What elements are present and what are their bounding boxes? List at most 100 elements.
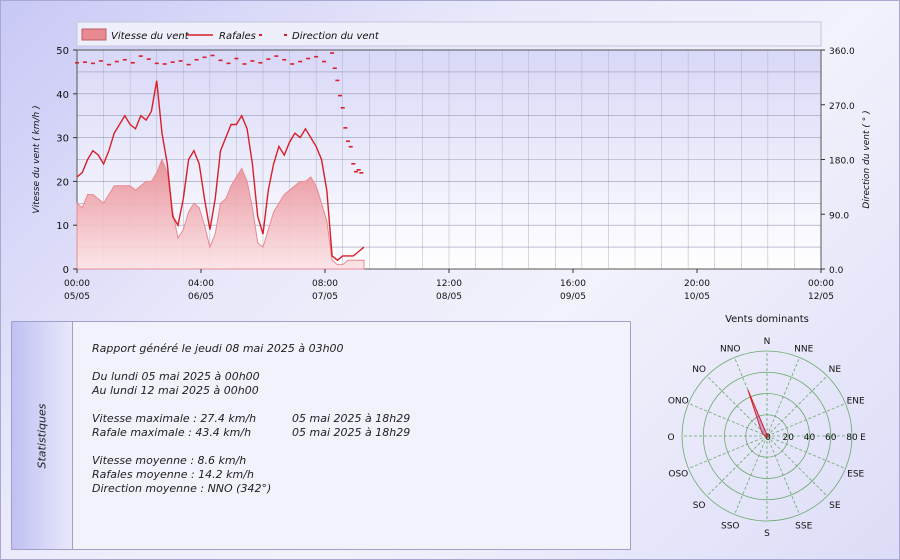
rose-center-label: 0: [765, 433, 771, 443]
max-gust-label: Rafale maximale : 43.4 km/h: [92, 426, 252, 439]
direction-point: [75, 61, 79, 64]
wind-rose-title: Vents dominants: [725, 314, 809, 325]
series-gust-line: [76, 80, 365, 262]
direction-point: [122, 58, 127, 61]
direction-point: [343, 127, 348, 129]
direction-point: [170, 61, 175, 63]
rose-spoke: [706, 375, 768, 437]
rose-value-polygon: [747, 389, 769, 438]
stats-panel: Statistiques Rapport généré le jeudi 08 …: [11, 321, 631, 550]
max-speed-row: Vitesse maximale : 27.4 km/h 05 mai 2025…: [92, 412, 410, 426]
rose-direction-label: SSE: [795, 522, 812, 532]
rose-spoke: [766, 403, 846, 437]
direction-point: [202, 56, 207, 59]
wind-rose-chart: Vents dominants 20 40 60 80 0 N NNE NE ENE E ESE SE S…: [667, 314, 866, 539]
rose-direction-label: ESE: [847, 470, 864, 480]
direction-point: [359, 172, 364, 174]
rose-spoke: [688, 403, 768, 437]
direction-point: [274, 55, 279, 57]
direction-point: [314, 55, 319, 58]
y2-tick-label: 270.0: [829, 102, 855, 112]
y2-tick-label: 360.0: [829, 47, 855, 57]
y-axis-title: Vitesse du vent ( km/h ): [32, 105, 42, 213]
direction-point: [332, 67, 337, 70]
rose-ring-label: 60: [825, 433, 837, 443]
rose-direction-label: E: [860, 433, 866, 443]
x-tick-time: 00:00: [808, 279, 834, 289]
direction-point: [186, 63, 191, 66]
rose-direction-label: ONO: [668, 396, 689, 406]
rose-spoke: [706, 435, 768, 497]
rose-spoke: [766, 375, 828, 437]
stats-sidebar: Statistiques: [12, 322, 73, 549]
y2-tick-label: 90.0: [829, 211, 849, 221]
direction-point: [306, 57, 311, 60]
rose-ring: [681, 350, 853, 522]
period-start: Du lundi 05 mai 2025 à 00h00: [92, 370, 260, 383]
legend-swatch-direction: [259, 34, 262, 36]
rose-ring: [702, 371, 832, 501]
rose-spoke: [766, 357, 800, 437]
direction-point: [322, 60, 327, 63]
x-tick-date: 07/05: [312, 292, 338, 302]
direction-point: [138, 55, 143, 57]
direction-point: [98, 60, 103, 62]
direction-point: [340, 106, 345, 109]
avg-gust: Rafales moyenne : 14.2 km/h: [92, 468, 254, 481]
rose-spoke: [766, 435, 800, 515]
rose-direction-label: ENE: [847, 396, 865, 406]
series-speed-area: [76, 158, 365, 270]
y-tick-label: 20: [56, 177, 69, 188]
direction-point: [242, 63, 247, 65]
rose-direction-label: SE: [829, 501, 841, 511]
stats-title: Statistiques: [35, 403, 49, 469]
y2-tick-label: 180.0: [829, 157, 855, 167]
direction-point: [210, 54, 215, 57]
direction-point: [348, 145, 353, 148]
y-tick-label: 10: [56, 221, 69, 232]
rose-direction-label: SO: [693, 501, 706, 511]
direction-point: [154, 62, 159, 65]
rose-direction-label: SSO: [721, 522, 740, 532]
direction-point: [351, 162, 356, 165]
x-tick-date: 09/05: [560, 292, 586, 302]
rose-spoke: [766, 435, 846, 469]
legend-label-direction: Direction du vent: [292, 31, 380, 42]
chart-legend: Vitesse du vent Rafales Direction du vent: [76, 21, 822, 47]
direction-point: [90, 62, 95, 65]
max-speed-date: 05 mai 2025 à 18h29: [292, 412, 411, 425]
direction-point: [146, 58, 151, 60]
direction-point: [266, 58, 271, 60]
direction-point: [330, 52, 335, 54]
max-speed-label: Vitesse maximale : 27.4 km/h: [92, 412, 257, 425]
wind-rose-grid: [681, 350, 853, 522]
rose-direction-label: OSO: [668, 470, 688, 480]
y2-tick-label: 0.0: [829, 266, 844, 276]
rose-direction-label: NNO: [720, 344, 741, 354]
rose-ring-label: 80: [846, 433, 858, 443]
direction-point: [338, 94, 343, 97]
direction-point: [130, 61, 135, 64]
rose-spoke: [734, 435, 768, 515]
y-tick-label: 0: [63, 265, 69, 276]
y-tick-label: 40: [56, 90, 69, 101]
direction-point: [258, 61, 263, 64]
direction-point: [106, 63, 111, 66]
direction-point: [250, 60, 255, 62]
y2-axis-title: Direction du vent ( ° ): [862, 110, 872, 208]
x-tick-date: 10/05: [684, 292, 710, 302]
x-tick-date: 08/05: [436, 292, 462, 302]
legend-label-gust: Rafales: [219, 31, 256, 42]
direction-point: [194, 58, 199, 61]
legend-box: [76, 21, 822, 47]
legend-swatch-speed: [81, 28, 107, 41]
direction-point: [356, 169, 361, 171]
avg-speed: Vitesse moyenne : 8.6 km/h: [92, 454, 247, 467]
wind-chart: 0 10 20 30 40 50 0.0 90.0 180.0 270.0 360.0 00:00 05…: [32, 21, 872, 302]
x-tick-date: 12/05: [808, 292, 834, 302]
rose-ring-label: 20: [783, 433, 795, 443]
direction-point: [298, 60, 303, 63]
x-tick-time: 16:00: [560, 279, 586, 289]
direction-point: [162, 63, 167, 65]
